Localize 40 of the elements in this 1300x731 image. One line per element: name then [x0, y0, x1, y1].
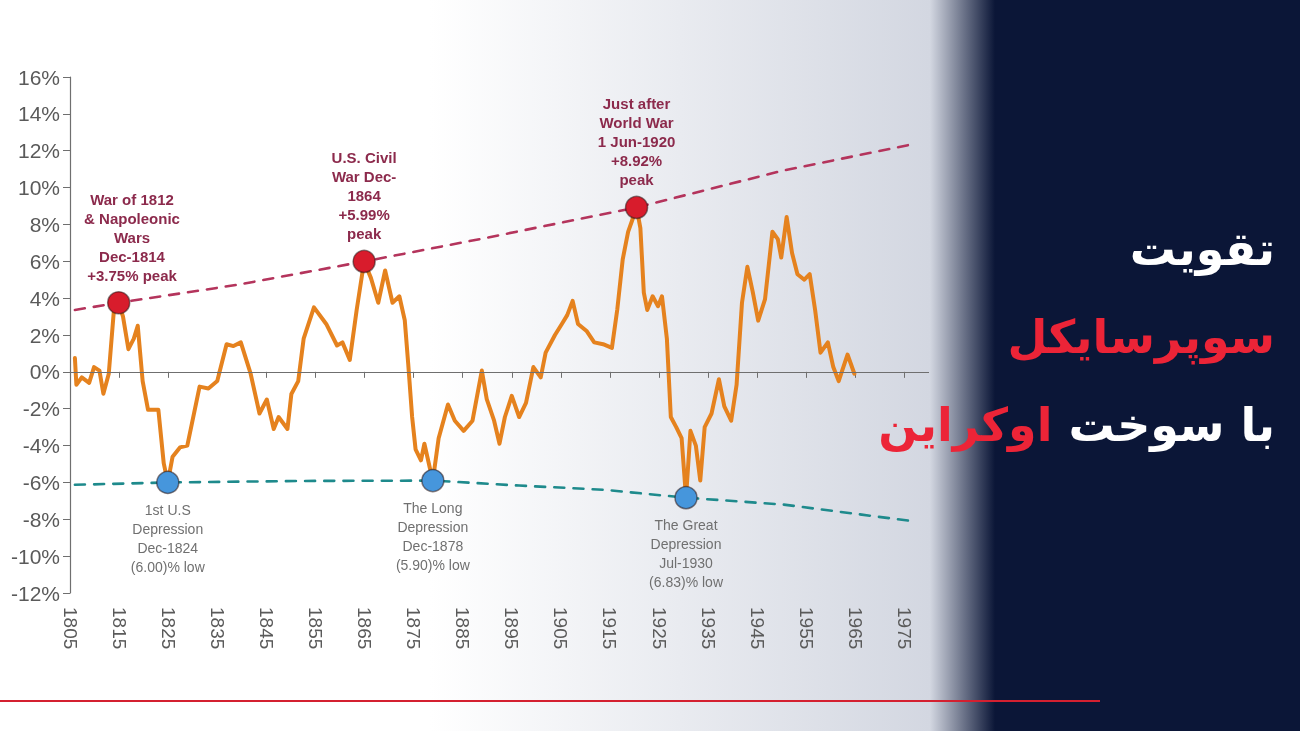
x-tick-label: 1855 [304, 607, 326, 650]
x-tick-label: 1975 [893, 607, 915, 650]
x-tick-label: 1865 [354, 607, 376, 650]
x-tick-label: 1805 [59, 607, 81, 650]
y-tick-label: -6% [22, 470, 60, 494]
x-tick-label: 1835 [206, 607, 228, 650]
x-tick-label: 1885 [452, 607, 474, 650]
annotation: The Great Depression Jul-1930 (6.83)% low [649, 517, 724, 591]
x-tick-label: 1965 [844, 607, 866, 650]
y-tick-label: -12% [10, 581, 60, 605]
y-tick-label: 4% [29, 286, 60, 310]
annotation: The Long Depression Dec-1878 (5.90)% low [395, 500, 471, 574]
x-tick-label: 1845 [255, 607, 277, 650]
y-tick-label: 2% [29, 323, 60, 347]
y-tick-label: -10% [10, 544, 60, 568]
y-tick-label: -2% [22, 397, 60, 421]
annotation: 1st U.S Depression Dec-1824 (6.00)% low [130, 501, 206, 575]
x-tick-label: 1905 [550, 607, 572, 650]
y-tick-label: 10% [17, 176, 60, 200]
y-tick-label: 14% [17, 102, 60, 126]
y-tick-label: 12% [17, 139, 60, 163]
x-tick-label: 1875 [403, 607, 425, 650]
x-tick-label: 1895 [501, 607, 523, 650]
annotation: U.S. Civil War Dec- 1864 +5.99% peak [331, 149, 397, 243]
x-tick-label: 1915 [599, 607, 621, 650]
annotation: War of 1812 & Napoleonic Wars Dec-1814 +3.75% peak [84, 190, 180, 284]
x-tick-label: 1815 [108, 607, 130, 650]
x-tick-label: 1925 [648, 607, 670, 650]
x-tick-label: 1935 [697, 607, 719, 650]
x-tick-label: 1945 [746, 607, 768, 650]
y-tick-label: 8% [29, 212, 60, 236]
x-tick-label: 1825 [157, 607, 179, 650]
y-tick-label: -4% [22, 434, 60, 458]
y-tick-label: 16% [17, 65, 60, 89]
y-tick-label: -8% [22, 507, 60, 531]
y-tick-label: 6% [29, 249, 60, 273]
y-tick-label: 0% [29, 360, 60, 384]
text: تقویت سوپرسایکل با سوخت اوکراین [878, 222, 1275, 452]
annotation: Just after World War 1 Jun-1920 +8.92% peak [597, 95, 676, 189]
x-tick-label: 1955 [795, 607, 817, 650]
